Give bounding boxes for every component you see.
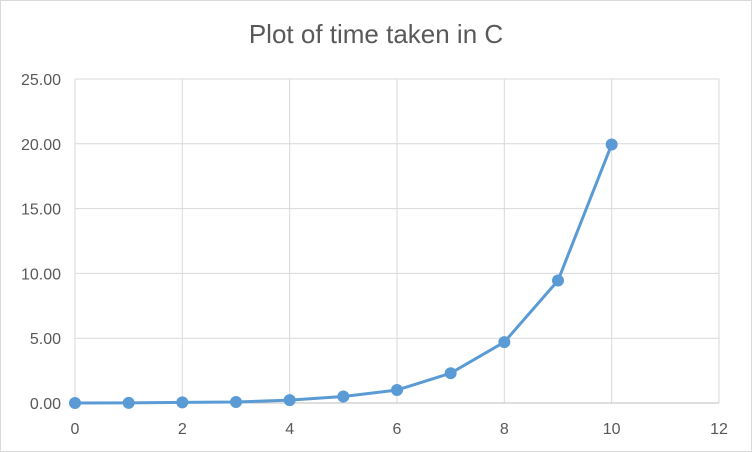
x-tick-label: 0 <box>71 421 80 438</box>
gridlines <box>75 78 720 403</box>
data-point <box>552 274 564 287</box>
data-point <box>498 336 511 349</box>
data-point <box>337 390 350 403</box>
y-tick-label: 20.00 <box>21 137 61 154</box>
chart-title: Plot of time taken in C <box>248 19 504 49</box>
x-tick-label: 10 <box>603 421 621 438</box>
x-tick-label: 8 <box>500 421 509 438</box>
series-layer <box>69 138 618 409</box>
data-point <box>69 397 81 409</box>
data-point <box>444 367 457 380</box>
data-point <box>230 395 242 408</box>
data-point <box>176 396 189 409</box>
y-tick-label: 10.00 <box>21 266 61 283</box>
x-tick-label: 6 <box>393 421 402 438</box>
y-tick-label: 0.00 <box>30 396 61 413</box>
y-tick-label: 15.00 <box>21 202 61 219</box>
data-point <box>283 394 296 407</box>
x-tick-label: 2 <box>178 421 187 438</box>
x-tick-label: 12 <box>710 421 728 438</box>
y-tick-label: 25.00 <box>21 72 61 89</box>
data-point <box>605 138 618 151</box>
tick-labels: 0.00 5.00 10.00 15.00 20.00 25.00 0 2 4 6 8 10 12 <box>21 72 728 438</box>
x-tick-label: 4 <box>285 421 294 438</box>
data-point <box>391 384 403 397</box>
data-point <box>122 396 135 409</box>
y-tick-label: 5.00 <box>30 331 61 348</box>
